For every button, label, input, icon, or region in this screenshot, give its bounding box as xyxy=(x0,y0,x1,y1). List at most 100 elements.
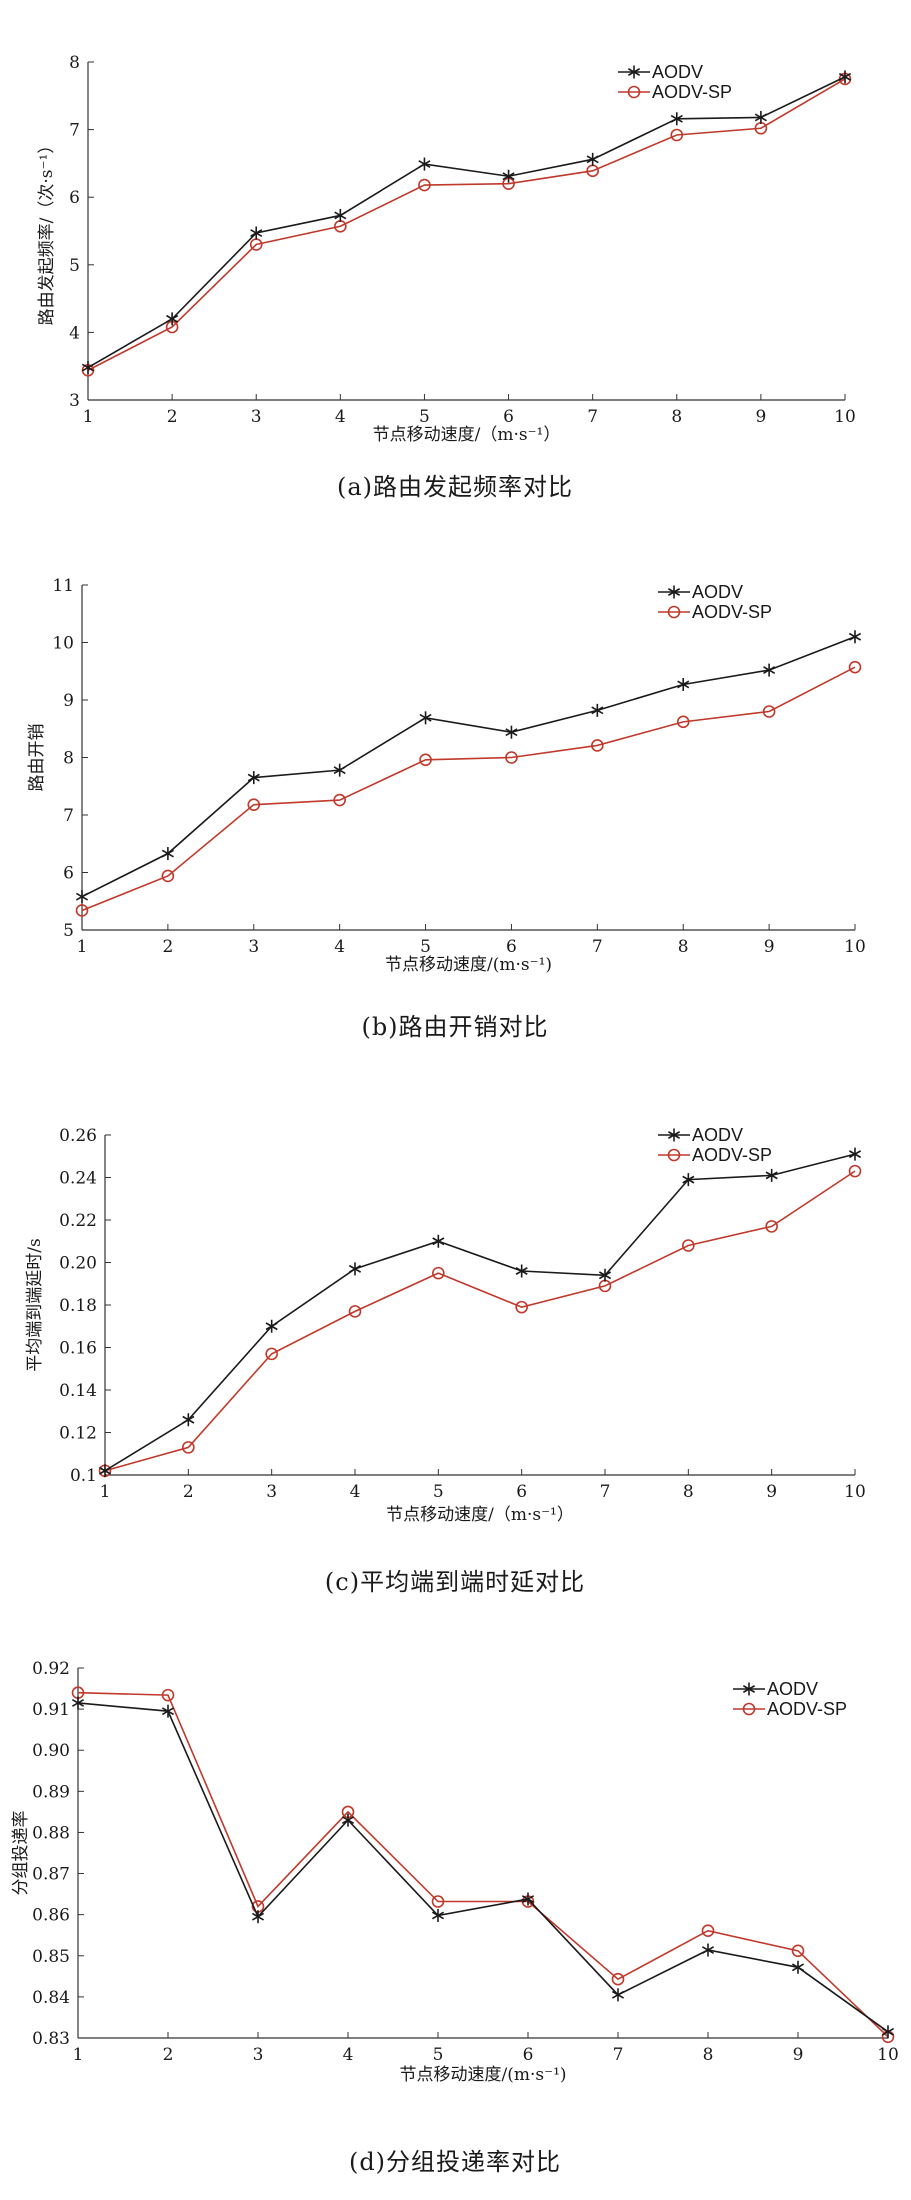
x-tick-label: 6 xyxy=(506,937,517,957)
x-tick-label: 7 xyxy=(592,937,603,957)
x-tick-label: 9 xyxy=(755,407,766,427)
data-point-aodv-sp xyxy=(431,1895,445,1908)
data-point-aodv-sp xyxy=(505,751,518,764)
data-point-aodv-sp xyxy=(591,739,604,752)
y-tick-label: 0.20 xyxy=(59,1254,97,1274)
x-axis-label: 节点移动速度/（m·s⁻¹） xyxy=(373,425,561,445)
data-point-aodv-sp xyxy=(432,1266,445,1280)
data-point-aodv-sp xyxy=(848,1164,862,1178)
y-tick-label: 0.83 xyxy=(32,2029,70,2049)
data-point-aodv xyxy=(166,312,179,326)
figure-caption: (c)平均端到端时延对比 xyxy=(325,1568,585,1596)
legend-label-aodv: AODV xyxy=(767,1679,818,1699)
x-tick-label: 8 xyxy=(683,1482,694,1502)
legend-marker-aodv-sp xyxy=(667,1148,681,1162)
series-line-aodv xyxy=(87,76,846,369)
data-point-aodv-sp xyxy=(791,1944,805,1958)
legend-label-aodv-sp: AODV-SP xyxy=(652,82,732,102)
x-tick-label: 5 xyxy=(433,1482,444,1502)
y-axis-label: 路由开销 xyxy=(27,724,47,792)
legend-label-aodv: AODV xyxy=(692,582,743,602)
x-tick-label: 9 xyxy=(793,2045,804,2065)
x-tick-label: 3 xyxy=(253,2045,264,2065)
figure-caption: (d)分组投递率对比 xyxy=(349,2148,561,2176)
x-tick-label: 5 xyxy=(420,937,431,957)
data-point-aodv xyxy=(586,152,599,166)
y-tick-label: 0.86 xyxy=(32,1906,70,1926)
series-line-aodv xyxy=(81,636,856,898)
data-point-aodv xyxy=(598,1268,612,1282)
data-point-aodv xyxy=(333,763,346,777)
legend-label-aodv-sp: AODV-SP xyxy=(692,1145,772,1165)
data-point-aodv xyxy=(432,1234,445,1248)
x-tick-label: 3 xyxy=(248,937,259,957)
y-tick-label: 7 xyxy=(63,806,74,826)
x-tick-label: 3 xyxy=(266,1482,277,1502)
y-tick-label: 6 xyxy=(63,864,74,884)
y-tick-label: 0.90 xyxy=(32,1741,70,1761)
data-point-aodv xyxy=(182,1413,195,1427)
x-tick-label: 2 xyxy=(167,407,178,427)
y-tick-label: 0.1 xyxy=(70,1466,97,1486)
x-axis-label: 节点移动速度/（m·s⁻¹） xyxy=(386,1505,574,1525)
data-point-aodv xyxy=(611,1988,625,2002)
data-point-aodv-sp xyxy=(676,715,690,729)
x-tick-label: 5 xyxy=(433,2045,444,2065)
y-tick-label: 10 xyxy=(52,634,74,654)
y-tick-label: 0.92 xyxy=(32,1659,70,1679)
x-tick-label: 10 xyxy=(844,937,866,957)
y-axis-label: 路由发起频率/（次·s⁻¹） xyxy=(37,137,57,326)
y-tick-label: 3 xyxy=(69,391,80,411)
data-point-aodv xyxy=(505,725,518,739)
y-tick-label: 0.89 xyxy=(32,1782,70,1802)
data-point-aodv xyxy=(754,110,767,124)
y-tick-label: 6 xyxy=(69,188,80,208)
y-tick-label: 0.88 xyxy=(32,1823,70,1843)
y-tick-label: 8 xyxy=(69,53,80,73)
x-tick-label: 4 xyxy=(350,1482,361,1502)
data-point-aodv-sp xyxy=(848,660,862,674)
data-point-aodv xyxy=(791,1960,805,1974)
series-line-aodv-sp xyxy=(104,1170,856,1472)
data-point-aodv xyxy=(431,1908,445,1922)
series-line-aodv xyxy=(104,1153,856,1472)
data-point-aodv xyxy=(81,361,95,375)
data-point-aodv xyxy=(341,1813,355,1827)
series-line-aodv xyxy=(77,1702,889,2033)
legend-marker-aodv-sp xyxy=(742,1702,756,1716)
legend-marker-aodv-sp xyxy=(627,85,641,99)
figure-caption: (a)路由发起频率对比 xyxy=(337,473,573,501)
y-tick-label: 5 xyxy=(63,921,74,941)
data-point-aodv xyxy=(418,157,431,171)
data-point-aodv xyxy=(515,1264,528,1278)
y-tick-label: 7 xyxy=(69,121,80,141)
data-point-aodv-sp xyxy=(265,1347,278,1361)
legend-label-aodv: AODV xyxy=(652,62,703,82)
series-line-aodv-sp xyxy=(77,1691,889,2038)
x-tick-label: 6 xyxy=(503,407,514,427)
y-tick-label: 8 xyxy=(63,749,74,769)
x-tick-label: 10 xyxy=(834,407,856,427)
x-tick-label: 9 xyxy=(764,937,775,957)
data-point-aodv-sp xyxy=(611,1972,625,1986)
data-point-aodv xyxy=(161,1704,175,1718)
y-axis-label: 平均端到端延时/s xyxy=(25,1238,45,1371)
x-tick-label: 4 xyxy=(343,2045,354,2065)
data-point-aodv-sp xyxy=(682,1239,695,1252)
data-point-aodv xyxy=(591,703,604,717)
legend-label-aodv: AODV xyxy=(692,1125,743,1145)
legend-label-aodv-sp: AODV-SP xyxy=(692,602,772,622)
data-point-aodv xyxy=(670,112,683,126)
data-point-aodv-sp xyxy=(182,1441,195,1454)
x-tick-label: 7 xyxy=(587,407,598,427)
data-point-aodv-sp xyxy=(419,753,432,767)
x-tick-label: 1 xyxy=(77,937,88,957)
data-point-aodv-sp xyxy=(418,178,431,192)
x-tick-label: 7 xyxy=(613,2045,624,2065)
data-point-aodv-sp xyxy=(765,1220,778,1233)
data-point-aodv-sp xyxy=(701,1924,715,1938)
data-point-aodv xyxy=(763,663,776,677)
x-tick-label: 7 xyxy=(600,1482,611,1502)
data-point-aodv xyxy=(348,1262,362,1276)
legend-marker-aodv xyxy=(667,585,681,599)
